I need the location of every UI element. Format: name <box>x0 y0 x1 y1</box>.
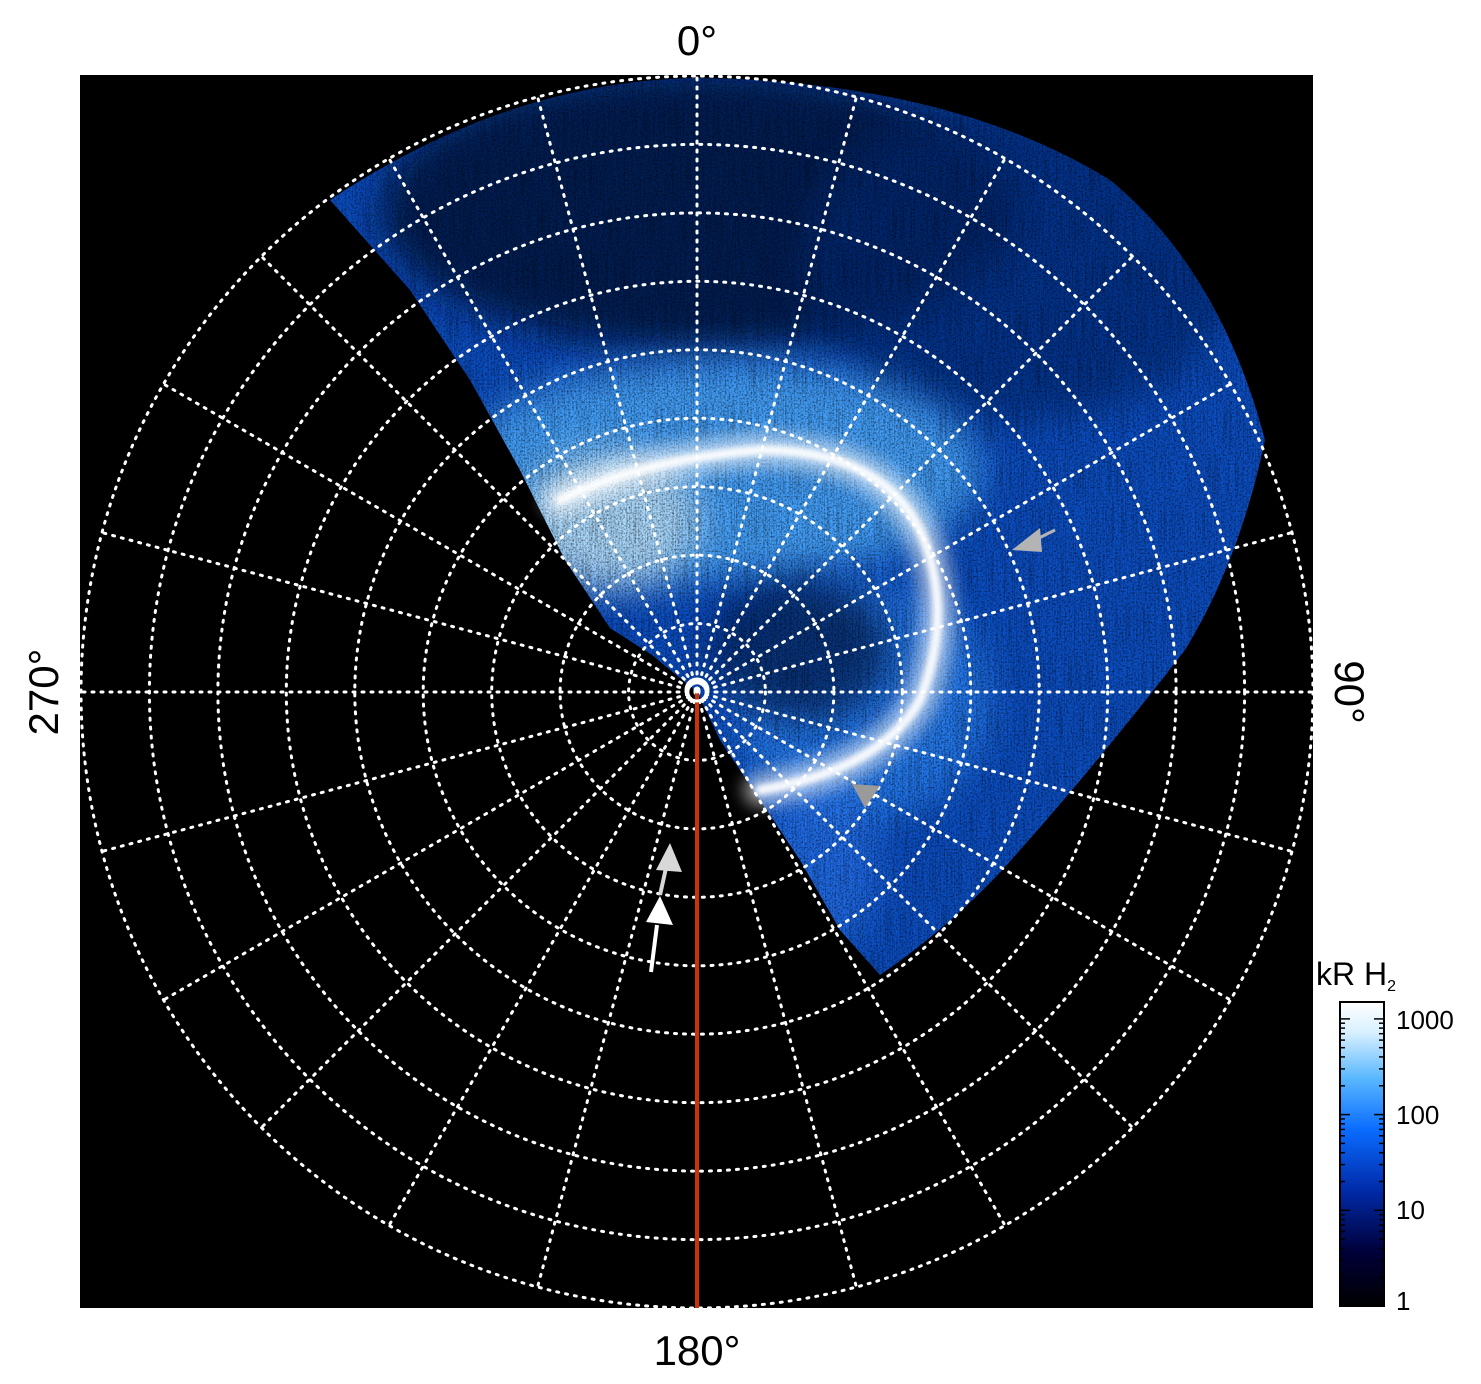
white-arrow-marker <box>646 896 673 973</box>
azimuth-label-left: 270° <box>20 649 67 736</box>
azimuth-label-right: 90° <box>1326 660 1373 724</box>
grid-spoke <box>387 690 699 1227</box>
grid-ring <box>421 416 973 968</box>
gray-arrow-marker-dusk <box>852 784 880 808</box>
grid-spoke <box>695 690 1135 1130</box>
grid-spoke <box>695 690 1232 1002</box>
polar-grid <box>80 75 1313 1308</box>
colorbar-tick-label-1: 1 <box>1396 1286 1410 1316</box>
colorbar-ticks <box>1340 1018 1384 1307</box>
grid-ring <box>490 485 904 899</box>
grid-spoke <box>100 690 699 853</box>
grid-spoke <box>162 690 699 1002</box>
colorbar: kR H2 1 10 100 1000 <box>1316 956 1454 1316</box>
grid-spoke <box>695 254 1135 694</box>
colorbar-tick-label-10: 10 <box>1396 1195 1425 1225</box>
colorbar-title-subscript: 2 <box>1387 978 1396 995</box>
colorbar-tick-label-100: 100 <box>1396 1100 1439 1130</box>
colorbar-title: kR H2 <box>1316 956 1396 995</box>
grid-spoke <box>695 690 858 1289</box>
grid-spoke <box>695 531 1294 694</box>
grid-spoke <box>536 690 699 1289</box>
grid-ring <box>80 75 1313 1308</box>
grid-spoke <box>695 95 858 694</box>
gray-arrow-marker-night <box>656 843 682 896</box>
colorbar-tick-label-1000: 1000 <box>1396 1005 1454 1035</box>
grid-spoke <box>695 382 1232 694</box>
gray-arrow-marker-dawn <box>1012 528 1056 552</box>
grid-spoke <box>695 690 1007 1227</box>
grid-spoke <box>100 531 699 694</box>
main-auroral-oval <box>543 432 955 807</box>
azimuth-label-bottom: 180° <box>654 1327 741 1374</box>
grid-spoke <box>259 254 699 694</box>
azimuth-label-top: 0° <box>677 17 717 64</box>
grid-spoke <box>695 157 1007 694</box>
grid-spoke <box>259 690 699 1130</box>
grid-ring <box>284 279 1110 1105</box>
pole-marker <box>684 677 710 703</box>
colorbar-title-main: kR H <box>1316 956 1387 992</box>
grid-spoke <box>387 157 699 694</box>
grid-spoke <box>536 95 699 694</box>
grid-spoke <box>695 690 1294 853</box>
grid-spoke <box>162 382 699 694</box>
colorbar-gradient <box>1339 1001 1385 1307</box>
